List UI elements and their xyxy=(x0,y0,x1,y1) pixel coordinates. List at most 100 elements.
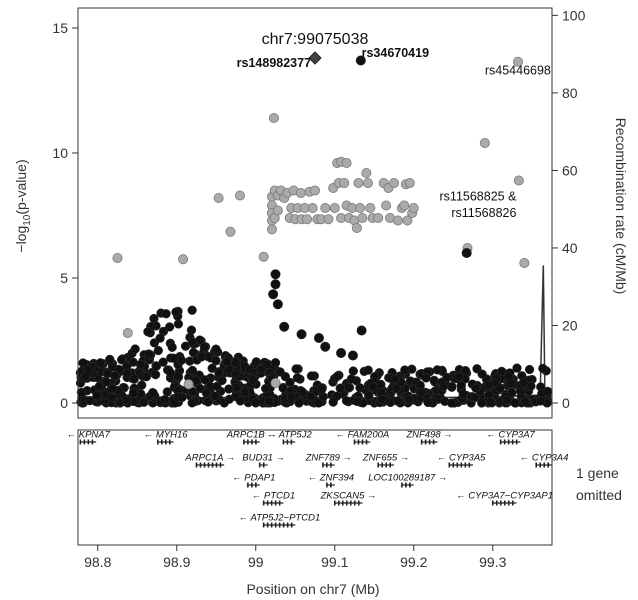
snp-point-moderate-ld xyxy=(122,327,133,338)
gene-label: ← ATP5J2−PTCD1 xyxy=(239,513,321,524)
gene-label: ← CYP3A5 xyxy=(437,453,486,464)
x-axis-label: Position on chr7 (Mb) xyxy=(246,581,379,597)
gene-omitted-note-line2: omitted xyxy=(576,487,622,503)
gene-omitted-note-line1: 1 gene xyxy=(576,465,619,481)
snp-point-moderate-ld xyxy=(258,251,269,262)
snp-point-moderate-ld xyxy=(392,215,403,226)
x-tick-label: 99 xyxy=(248,554,264,570)
snp-point-moderate-ld xyxy=(381,200,392,211)
snp-point xyxy=(78,358,88,368)
snp-point-moderate-ld xyxy=(329,202,340,213)
snp-point-moderate-ld xyxy=(309,185,320,196)
snp-point xyxy=(416,387,427,398)
snp-point xyxy=(211,344,221,354)
y-axis-label-left: −log10(p-value) xyxy=(13,159,33,252)
gene-label: ← CYP3A7 xyxy=(486,430,535,441)
snp-point-high-ld xyxy=(270,269,281,280)
snp-point xyxy=(210,391,220,401)
snp-point xyxy=(231,369,241,379)
snp-point xyxy=(121,395,132,406)
snp-point xyxy=(376,379,386,390)
y-tick-label-right: 60 xyxy=(562,162,578,178)
y-label-subscript: 10 xyxy=(22,214,33,226)
x-tick-label: 99.3 xyxy=(479,554,506,570)
snp-point-moderate-ld xyxy=(266,224,277,235)
snp-point xyxy=(460,365,471,376)
snp-point-moderate-ld xyxy=(112,252,123,263)
snp-point xyxy=(264,396,274,407)
snp-point-moderate-ld xyxy=(373,212,384,223)
gene-label: ← CYP3A4 xyxy=(520,453,569,464)
snp-point xyxy=(144,349,154,359)
snp-point xyxy=(117,355,127,365)
snp-point-moderate-ld xyxy=(365,202,376,213)
gene-track-frame xyxy=(77,429,553,546)
snp-point xyxy=(80,372,91,382)
snp-point-moderate-ld xyxy=(404,177,415,188)
gene-label: BUD31 → xyxy=(242,453,285,464)
snp-point xyxy=(150,370,161,380)
snp-point xyxy=(538,363,548,374)
snp-point xyxy=(458,389,468,399)
lead-snp-marker xyxy=(308,51,322,65)
snp-point-moderate-ld xyxy=(213,192,224,203)
snp-point-moderate-ld xyxy=(307,202,318,213)
snp-point xyxy=(317,384,327,394)
snp-point xyxy=(503,371,514,382)
snp-point xyxy=(196,352,207,362)
gene-label: ZNF498 → xyxy=(405,430,452,441)
snp-point xyxy=(291,364,301,374)
snp-point xyxy=(305,392,316,402)
snp-point-moderate-ld xyxy=(408,202,419,213)
gene-label: ← ATP5J2 xyxy=(267,430,313,441)
gene-label: ZNF789 → xyxy=(305,453,352,464)
snp-point xyxy=(477,369,487,379)
snp-point xyxy=(314,398,324,408)
snp-point-high-ld xyxy=(313,332,324,343)
snp-point xyxy=(454,371,464,382)
annotations-layer: rs148982377 rs34670419 rs45446698 rs1156882… xyxy=(237,46,551,220)
y-label-suffix: (p-value) xyxy=(13,159,29,214)
snp-point xyxy=(155,333,165,343)
snp-point-moderate-ld xyxy=(513,56,524,67)
snp-point xyxy=(502,395,512,405)
snp-point-high-ld xyxy=(272,299,283,310)
snp-point xyxy=(107,392,117,403)
y-tick-label-right: 40 xyxy=(562,240,578,256)
snp-point xyxy=(535,396,546,406)
snp-point xyxy=(393,396,403,406)
snp-point xyxy=(162,387,172,397)
gene-label: ← PTCD1 xyxy=(252,491,295,502)
snp-point xyxy=(355,383,365,393)
snp-point-moderate-ld xyxy=(268,113,279,124)
snp-point xyxy=(519,378,529,388)
snp-point xyxy=(76,387,87,398)
snp-point xyxy=(470,392,480,403)
snp-point xyxy=(432,365,442,375)
snp-point xyxy=(235,396,245,406)
snp-point xyxy=(105,354,115,365)
snp-point xyxy=(285,377,295,388)
snp-point xyxy=(224,394,234,404)
snp-point-moderate-ld xyxy=(361,167,372,178)
snp-point xyxy=(510,398,520,408)
snp-point xyxy=(524,364,535,375)
snp-point xyxy=(404,394,414,405)
snp-point xyxy=(294,398,304,408)
snp-point-moderate-ld xyxy=(183,379,194,390)
snp-point xyxy=(429,375,439,386)
x-tick-label: 99.1 xyxy=(321,554,348,570)
snp-point-high-ld xyxy=(279,321,290,332)
snp-point xyxy=(251,398,261,408)
y-tick-label-left: 0 xyxy=(60,395,68,411)
snp-point xyxy=(169,353,179,363)
snp-point xyxy=(476,398,487,408)
snp-point-moderate-ld xyxy=(479,137,490,148)
gene-label: ← KPNA7 xyxy=(67,430,111,441)
snp-point xyxy=(148,388,158,398)
snp-point xyxy=(200,375,210,385)
snp-point xyxy=(485,397,496,407)
snp-point xyxy=(177,392,187,403)
snp-point xyxy=(122,368,132,378)
